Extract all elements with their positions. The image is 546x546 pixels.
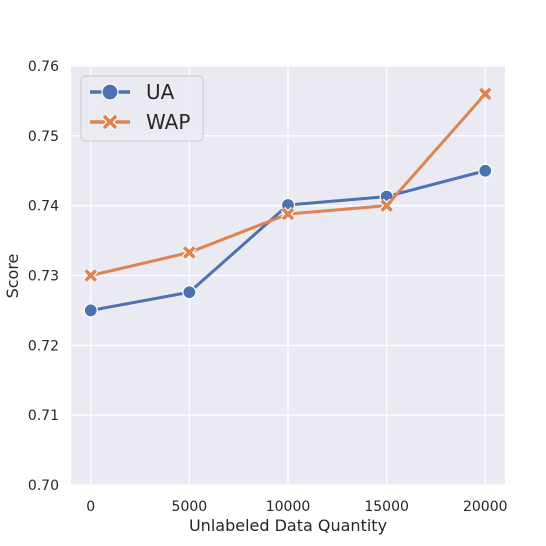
legend-entry-wap: WAP [90, 110, 190, 134]
data-point-circle [182, 285, 197, 300]
data-point-x [280, 206, 296, 222]
data-point-circle [101, 83, 119, 101]
y-axis-label: Score [3, 254, 22, 299]
series-wap [83, 86, 493, 283]
x-tick-label: 15000 [364, 499, 409, 515]
x-axis-ticks: 0 5000 10000 15000 20000 [86, 499, 507, 515]
series-layer [83, 86, 493, 318]
y-axis-ticks: 0.70 0.71 0.72 0.73 0.74 0.75 0.76 [28, 59, 59, 494]
legend-entry-ua: UA [90, 80, 175, 104]
data-point-x [182, 245, 197, 260]
data-point-x [478, 86, 493, 102]
data-point-x [101, 113, 119, 131]
y-tick-label: 0.75 [28, 129, 59, 145]
data-point-x [379, 198, 394, 213]
x-axis-label: Unlabeled Data Quantity [189, 516, 387, 535]
x-tick-label: 0 [86, 499, 95, 515]
legend-label: UA [146, 80, 175, 104]
y-tick-label: 0.72 [28, 338, 59, 354]
y-tick-label: 0.76 [28, 59, 59, 75]
x-tick-label: 10000 [266, 499, 311, 515]
y-tick-label: 0.73 [28, 269, 59, 285]
legend-label: WAP [146, 110, 190, 134]
x-tick-label: 5000 [172, 499, 208, 515]
y-tick-label: 0.70 [28, 478, 59, 494]
data-point-circle [83, 303, 98, 318]
x-tick-label: 20000 [463, 499, 508, 515]
y-tick-label: 0.71 [28, 408, 59, 424]
y-tick-label: 0.74 [28, 199, 59, 215]
legend: UA WAP [80, 75, 204, 142]
data-point-circle [478, 163, 493, 178]
data-point-x [83, 268, 98, 283]
